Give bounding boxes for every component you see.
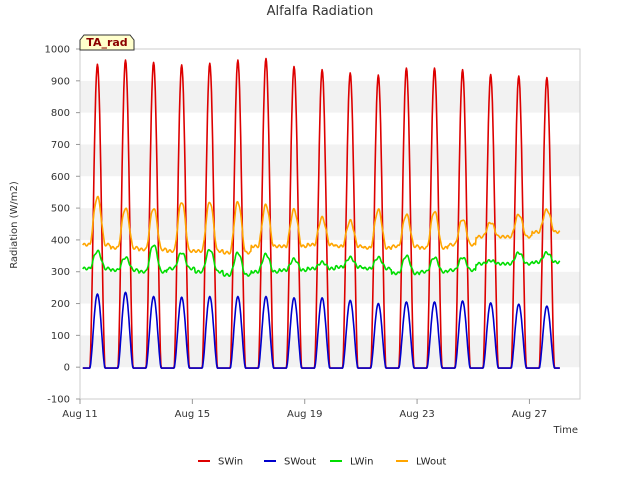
- legend-label-lwin: LWin: [350, 457, 373, 468]
- y-tick-label: 900: [51, 76, 70, 87]
- series-lines: [82, 57, 561, 369]
- x-axis-ticks: Aug 11 Aug 15 Aug 19 Aug 23 Aug 27: [62, 399, 547, 420]
- series-line-lwout: [82, 195, 561, 255]
- legend-label-swin: SWin: [218, 457, 243, 468]
- grid-band: [80, 144, 580, 177]
- badge-label: TA_rad: [86, 36, 127, 49]
- x-tick-label: Aug 11: [62, 409, 97, 420]
- series-line-lwin: [82, 244, 561, 277]
- legend-label-swout: SWout: [284, 457, 316, 468]
- badge: TA_rad: [79, 34, 135, 51]
- y-tick-label: 800: [51, 108, 70, 119]
- grid-band: [80, 367, 580, 399]
- y-tick-label: 300: [51, 267, 70, 278]
- badge-shape: [79, 34, 135, 51]
- legend-label-lwout: LWout: [416, 457, 446, 468]
- grid-band: [80, 176, 580, 209]
- y-tick-label: 200: [51, 299, 70, 310]
- series-line-swout: [82, 291, 560, 369]
- y-tick-label: 500: [51, 204, 70, 215]
- chart-title: Alfalfa Radiation: [267, 4, 374, 19]
- x-tick-label: Aug 15: [175, 409, 210, 420]
- x-tick-label: Aug 23: [399, 409, 434, 420]
- grid-band: [80, 49, 580, 81]
- x-tick-label: Aug 19: [287, 409, 322, 420]
- y-tick-label: -100: [47, 395, 70, 406]
- y-tick-label: 400: [51, 235, 70, 246]
- y-axis-ticks: -100 0 100 200 300 400 500 600 700 800 900 1000: [45, 45, 80, 406]
- x-axis-title: Time: [553, 425, 578, 436]
- y-tick-label: 700: [51, 140, 70, 151]
- y-tick-label: 600: [51, 172, 70, 183]
- y-axis-title: Radiation (W/m2): [9, 181, 20, 269]
- y-tick-label: 0: [64, 363, 70, 374]
- y-tick-label: 100: [51, 331, 70, 342]
- grid-band: [80, 112, 580, 145]
- plot-area-border: [79, 48, 581, 400]
- y-tick-label: 1000: [45, 45, 70, 56]
- x-tick-label: Aug 27: [512, 409, 547, 420]
- legend: SWin SWout LWin LWout: [198, 457, 446, 468]
- grid-band: [80, 80, 580, 113]
